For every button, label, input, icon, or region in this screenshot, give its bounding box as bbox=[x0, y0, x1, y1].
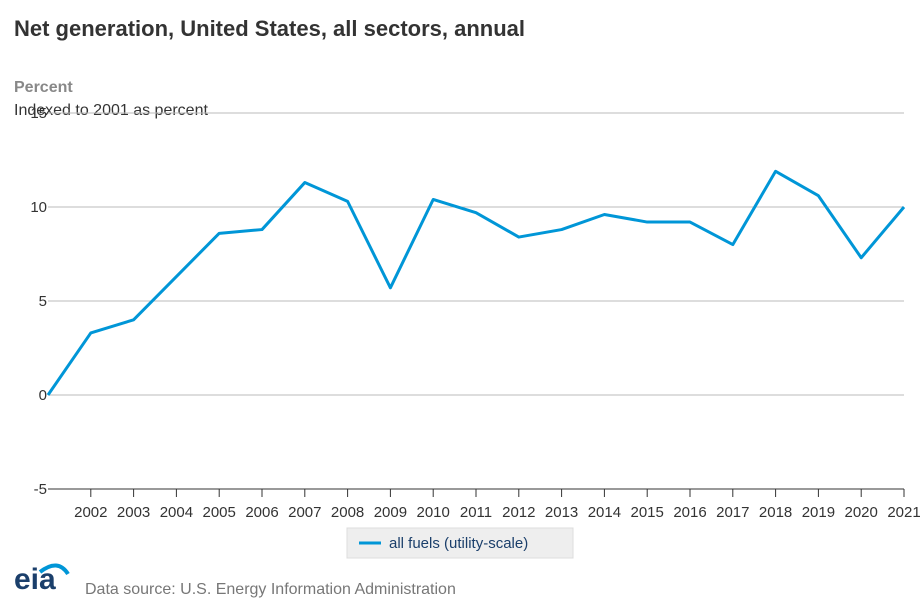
x-tick-label: 2007 bbox=[288, 504, 321, 521]
x-tick-label: 2014 bbox=[588, 504, 621, 521]
x-tick-label: 2017 bbox=[716, 504, 749, 521]
source: Data source: U.S. Energy Information Adm… bbox=[85, 581, 456, 598]
x-tick-label: 2009 bbox=[374, 504, 407, 521]
x-tick-label: 2002 bbox=[74, 504, 107, 521]
line bbox=[46, 169, 906, 396]
x-tick-label: 2020 bbox=[845, 504, 878, 521]
x-tick-label: 2004 bbox=[160, 504, 193, 521]
y-tick-label: 15 bbox=[30, 105, 47, 122]
x-tick-label: 2010 bbox=[417, 504, 450, 521]
x-tick-label: 2003 bbox=[117, 504, 150, 521]
x-tick-label: 2006 bbox=[245, 504, 278, 521]
chart-title: Net generation, United States, all secto… bbox=[14, 16, 525, 41]
subtitle: Indexed to 2001 as percent bbox=[14, 102, 208, 119]
x-tick-label: 2008 bbox=[331, 504, 364, 521]
legend-box bbox=[346, 527, 574, 559]
legend-label: all fuels (utility-scale) bbox=[389, 535, 528, 552]
x-tick-label: 2018 bbox=[759, 504, 792, 521]
legend: all fuels (utility-scale) bbox=[346, 527, 574, 559]
x-tick-label: 2019 bbox=[802, 504, 835, 521]
logo-swoosh bbox=[38, 563, 70, 576]
x-tick-label: 2016 bbox=[673, 504, 706, 521]
x-tick-label: 2011 bbox=[460, 504, 492, 521]
y-tick-label: 5 bbox=[39, 293, 47, 310]
x-tick-label: 2012 bbox=[502, 504, 535, 521]
y-tick-label: 10 bbox=[30, 199, 47, 216]
x-tick-label: 2005 bbox=[203, 504, 236, 521]
x-tick-label: 2015 bbox=[631, 504, 664, 521]
y-tick-label: -5 bbox=[34, 481, 47, 498]
x-tick-label: 2013 bbox=[545, 504, 578, 521]
y-axis-label: Percent bbox=[14, 79, 73, 96]
x-tick-label: 2021 bbox=[887, 504, 920, 521]
y-tick-label: 0 bbox=[39, 387, 47, 404]
